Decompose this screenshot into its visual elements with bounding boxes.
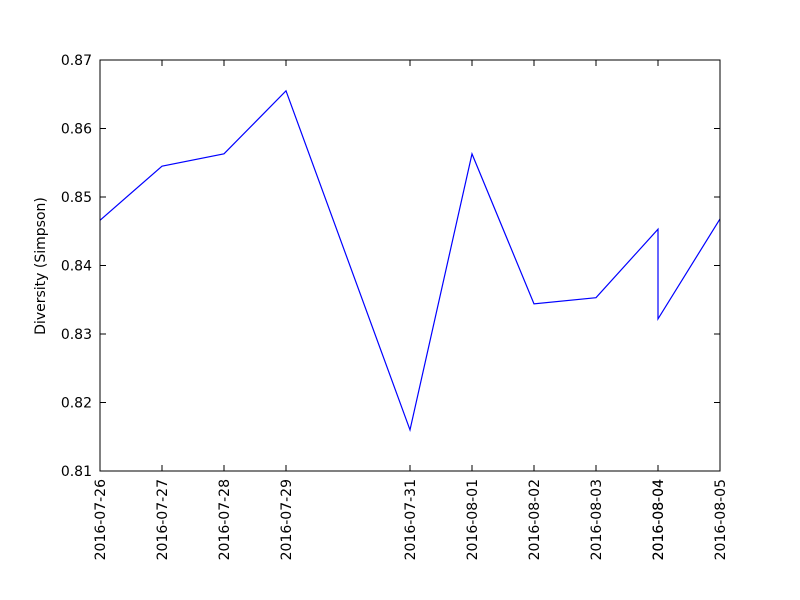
plot-frame — [99, 59, 721, 472]
x-tick-label: 2016-08-05 — [713, 479, 729, 560]
y-axis-label: Diversity (Simpson) — [33, 197, 49, 335]
x-tick-label: 2016-07-27 — [155, 479, 171, 560]
data-line — [99, 89, 721, 433]
x-tick-label: 2016-08-04 — [651, 479, 667, 560]
x-tick-label: 2016-07-31 — [403, 479, 419, 560]
x-tick-label: 2016-07-29 — [279, 479, 295, 560]
y-tick-label: 0.87 — [61, 53, 92, 69]
y-tick-label: 0.82 — [61, 396, 92, 412]
x-tick-label: 2016-07-28 — [217, 479, 233, 560]
y-tick-label: 0.86 — [61, 122, 92, 138]
y-tick-label: 0.83 — [61, 327, 92, 343]
x-tick-label: 2016-08-03 — [589, 479, 605, 560]
y-tick-label: 0.85 — [61, 190, 92, 206]
x-tick-label: 2016-07-26 — [93, 479, 109, 560]
y-tick-label: 0.81 — [61, 464, 92, 480]
y-tick-label: 0.84 — [61, 259, 92, 275]
x-tick-label: 2016-08-01 — [465, 479, 481, 560]
x-tick-label: 2016-08-02 — [527, 479, 543, 560]
x-tick-label: 2016-08-04 — [651, 479, 667, 560]
